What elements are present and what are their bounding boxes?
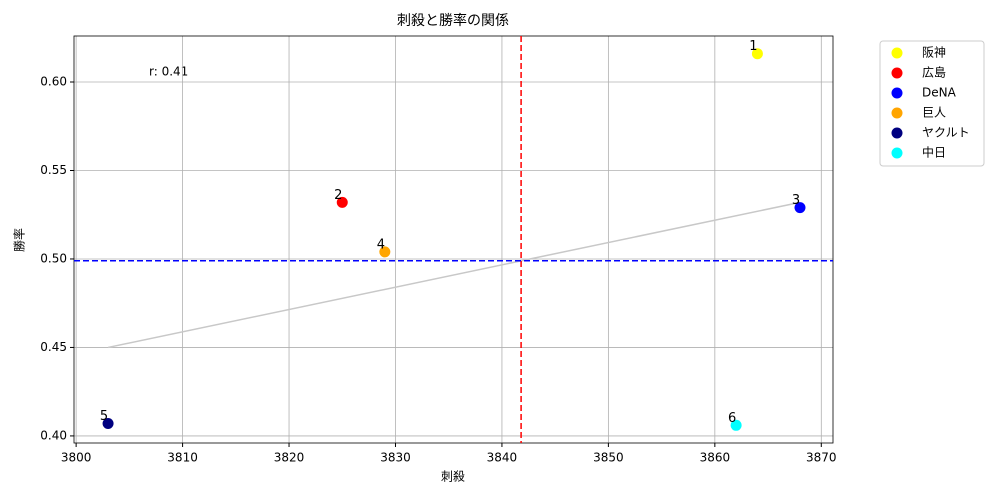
x-tick-label: 3840: [487, 451, 518, 465]
legend-marker: [891, 147, 903, 159]
point: [102, 418, 114, 430]
y-tick-label: 0.60: [40, 75, 67, 89]
point-label: 2: [334, 188, 342, 203]
x-tick-label: 3820: [274, 451, 305, 465]
chart-title: 刺殺と勝率の関係: [397, 12, 509, 29]
x-tick-label: 3800: [61, 451, 92, 465]
trend-line: [107, 201, 801, 349]
legend-label: 広島: [922, 65, 946, 80]
legend-marker: [891, 127, 903, 139]
point-label: 6: [728, 411, 736, 426]
x-axis-label: 刺殺: [441, 470, 465, 484]
x-tick-label: 3830: [380, 451, 411, 465]
x-tick-label: 3850: [593, 451, 624, 465]
point: [336, 196, 348, 208]
y-tick-label: 0.50: [40, 251, 67, 265]
y-tick-label: 0.40: [40, 428, 67, 442]
y-tick-label: 0.45: [40, 340, 67, 354]
x-tick-label: 3870: [806, 451, 837, 465]
annotation: r: 0.41: [149, 65, 188, 79]
legend-label: 巨人: [922, 106, 946, 120]
point: [730, 419, 742, 431]
x-tick-label: 3810: [167, 451, 198, 465]
legend-label: 中日: [922, 145, 946, 160]
legend-label: 阪神: [922, 46, 946, 60]
legend-marker: [891, 67, 903, 79]
point: [379, 246, 391, 258]
point-label: 3: [792, 193, 800, 208]
plot-frame: [73, 35, 834, 444]
legend-label: ヤクルト: [922, 126, 970, 140]
point: [751, 48, 763, 60]
legend-marker: [891, 47, 903, 59]
legend-marker: [891, 87, 903, 99]
point-label: 1: [749, 39, 757, 54]
legend-frame: [879, 40, 985, 167]
point-label: 4: [377, 237, 385, 252]
legend-marker: [891, 107, 903, 119]
y-tick-label: 0.55: [40, 163, 67, 177]
y-axis-label: 勝率: [12, 228, 27, 252]
x-tick-label: 3860: [700, 451, 731, 465]
point: [794, 202, 806, 214]
point-label: 5: [100, 409, 108, 424]
legend-label: DeNA: [922, 86, 957, 100]
